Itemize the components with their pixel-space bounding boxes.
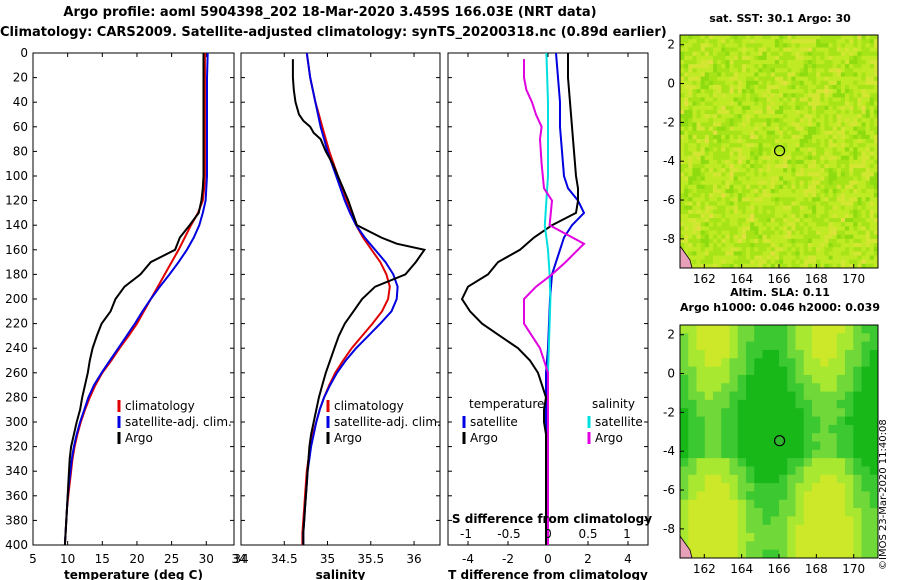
x-tick-label-difference: 4 [624,552,632,566]
y-tick-label: 220 [5,317,28,331]
y-tick-label: 400 [5,538,28,552]
y-tick-label: 160 [5,243,28,257]
series-line-satellite-adj-clim- [63,52,209,546]
figure-title-line1: Argo profile: aoml 5904398_202 18-Mar-20… [63,5,597,20]
series-line-argo [291,59,427,545]
sla-map-title-line1: Altim. SLA: 0.11 [730,286,830,299]
series-line-temperature-argo [460,53,579,545]
x-tick-label-temperature: 34 [231,552,246,566]
x-tick-label-temperature: 30 [199,552,214,566]
diff-top-tick-label: -1 [460,527,472,541]
map-y-tick-label: 0 [667,367,675,381]
map-sst-map [679,35,879,269]
diff-sal-legend-label: satellite [595,415,643,429]
x-tick-label-temperature: 15 [95,552,110,566]
map-x-tick-label: 168 [805,562,828,576]
map-x-tick-label: 170 [842,272,865,286]
temperature-legend-label: Argo [125,431,153,445]
temperature-legend-label: climatology [125,399,195,413]
x-tick-label-salinity: 36 [406,552,421,566]
y-tick-label: 120 [5,194,28,208]
map-y-tick-label: 0 [667,77,675,91]
x-tick-label-difference: -4 [462,552,474,566]
map-x-tick-label: 166 [768,272,791,286]
map-y-tick-label: -4 [663,154,675,168]
map-y-tick-label: -2 [663,115,675,129]
plot-frame-salinity [240,52,441,546]
x-tick-label-salinity: 34.5 [271,552,298,566]
x-axis-label-salinity: salinity [316,568,366,580]
sla-map-title-line2: Argo h1000: 0.046 h2000: 0.039 [680,301,880,314]
map-y-tick-label: -4 [663,444,675,458]
y-tick-label: 20 [13,71,28,85]
diff-top-axis-label: S difference from climatology [452,512,652,526]
map-y-tick-label: 2 [667,328,675,342]
map-x-tick-label: 164 [730,272,753,286]
x-tick-label-difference: 2 [584,552,592,566]
x-tick-label-salinity: 34 [233,552,248,566]
copyright-stamp: ©IMOS 23-Mar-2020 11:40:08 [878,419,889,570]
salinity-legend-label: satellite-adj. clim. [334,415,441,429]
x-axis-label-temperature: temperature (deg C) [64,568,203,580]
y-tick-label: 320 [5,440,28,454]
map-x-tick-label: 164 [730,562,753,576]
salinity-legend-label: Argo [334,431,362,445]
x-tick-label-temperature: 5 [29,552,37,566]
x-axis-label-difference: T difference from climatology [448,568,648,580]
diff-top-tick-label: 0 [544,527,552,541]
figure-title-line2: Climatology: CARS2009. Satellite-adjuste… [0,25,667,40]
y-tick-label: 100 [5,169,28,183]
x-tick-label-temperature: 10 [60,552,75,566]
diff-temp-legend-label: Argo [470,431,498,445]
series-line-argo [63,53,205,546]
map-y-tick-label: -8 [663,232,675,246]
y-tick-label: 300 [5,415,28,429]
x-tick-label-salinity: 35 [320,552,335,566]
map-sla-map [679,325,879,559]
map-y-tick-label: -6 [663,483,675,497]
map-x-tick-label: 162 [693,272,716,286]
y-tick-label: 180 [5,267,28,281]
y-tick-label: 240 [5,341,28,355]
y-tick-label: 260 [5,366,28,380]
salinity-legend-label: climatology [334,399,404,413]
map-y-tick-label: -8 [663,522,675,536]
diff-top-tick-label: 1 [623,527,631,541]
temperature-legend-label: satellite-adj. clim. [125,415,232,429]
map-x-tick-label: 168 [805,272,828,286]
diff-legend-title-left: temperature [469,397,544,411]
y-tick-label: 340 [5,464,28,478]
y-tick-label: 40 [13,95,28,109]
map-x-tick-label: 170 [842,562,865,576]
x-tick-label-salinity: 35.5 [357,552,384,566]
argo-location-marker [773,435,786,447]
map-x-tick-label: 166 [768,562,791,576]
x-tick-label-difference: 0 [544,552,552,566]
y-tick-label: 80 [13,144,28,158]
diff-top-tick-label: -0.5 [497,527,520,541]
y-tick-label: 280 [5,390,28,404]
diff-legend-title-right: salinity [592,397,635,411]
y-tick-label: 380 [5,513,28,527]
diff-top-tick-label: 0.5 [578,527,597,541]
diff-temp-legend-label: satellite [470,415,518,429]
argo-location-marker [773,145,786,157]
y-tick-label: 0 [20,46,28,60]
y-tick-label: 60 [13,120,28,134]
map-y-tick-label: -6 [663,193,675,207]
diff-sal-legend-label: Argo [595,431,623,445]
y-tick-label: 360 [5,489,28,503]
map-x-tick-label: 162 [693,562,716,576]
map-y-tick-label: -2 [663,405,675,419]
y-tick-label: 140 [5,218,28,232]
x-tick-label-temperature: 25 [164,552,179,566]
y-tick-label: 200 [5,292,28,306]
map-y-tick-label: 2 [667,38,675,52]
plot-frame-temperature [32,52,235,546]
sst-map-title: sat. SST: 30.1 Argo: 30 [709,12,851,25]
x-tick-label-temperature: 20 [129,552,144,566]
x-tick-label-difference: -2 [502,552,514,566]
series-line-salinity-argo [523,59,586,545]
